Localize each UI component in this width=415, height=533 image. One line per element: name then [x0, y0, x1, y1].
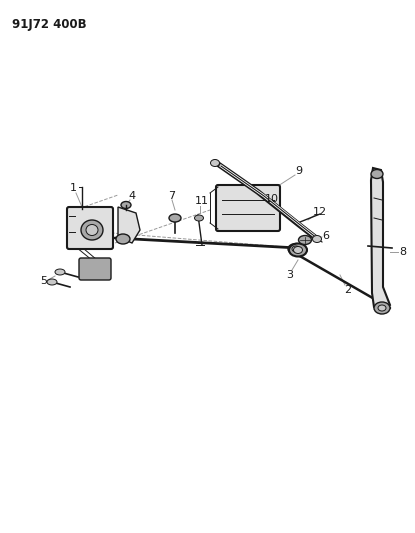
Ellipse shape — [121, 201, 131, 208]
Text: 4: 4 — [128, 191, 136, 201]
Polygon shape — [118, 207, 140, 243]
Ellipse shape — [371, 169, 383, 179]
Text: 2: 2 — [344, 285, 352, 295]
Ellipse shape — [169, 214, 181, 222]
Text: 6: 6 — [322, 231, 330, 241]
Text: 9: 9 — [295, 166, 303, 176]
Ellipse shape — [378, 305, 386, 311]
Ellipse shape — [195, 215, 203, 221]
Ellipse shape — [293, 246, 303, 254]
Ellipse shape — [81, 220, 103, 240]
Text: 1: 1 — [69, 183, 76, 193]
FancyBboxPatch shape — [67, 207, 113, 249]
Ellipse shape — [374, 302, 390, 314]
Ellipse shape — [55, 269, 65, 275]
Ellipse shape — [292, 246, 300, 252]
Ellipse shape — [298, 236, 312, 245]
Text: 91J72 400B: 91J72 400B — [12, 18, 87, 31]
Ellipse shape — [86, 224, 98, 236]
Ellipse shape — [210, 159, 220, 166]
Ellipse shape — [289, 244, 307, 256]
Text: 5: 5 — [41, 276, 47, 286]
Ellipse shape — [288, 244, 304, 254]
Ellipse shape — [312, 236, 322, 243]
Text: 10: 10 — [265, 194, 279, 204]
Text: 12: 12 — [313, 207, 327, 217]
Polygon shape — [371, 168, 390, 313]
FancyBboxPatch shape — [79, 258, 111, 280]
Ellipse shape — [116, 234, 130, 244]
Text: 11: 11 — [195, 196, 209, 206]
Ellipse shape — [47, 279, 57, 285]
Text: 3: 3 — [286, 270, 293, 280]
Text: 7: 7 — [168, 191, 176, 201]
Text: 8: 8 — [400, 247, 407, 257]
FancyBboxPatch shape — [216, 185, 280, 231]
